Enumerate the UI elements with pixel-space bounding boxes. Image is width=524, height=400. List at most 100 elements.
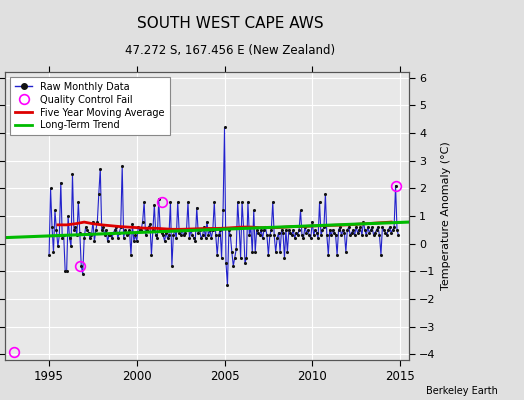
Point [260,227,268,233]
Point [308,218,316,225]
Point [352,224,361,230]
Point [302,230,311,236]
Point [277,227,286,233]
Point [128,221,137,228]
Point [199,232,207,238]
Point [106,232,115,238]
Point [190,235,198,241]
Point [101,232,109,238]
Point [158,230,166,236]
Point [119,235,128,241]
Point [297,207,305,214]
Point [331,232,340,238]
Point [213,252,222,258]
Point [270,232,278,238]
Point [285,227,293,233]
Point [206,227,214,233]
Point [337,232,346,238]
Point [305,232,313,238]
Point [138,218,147,225]
Point [201,235,210,241]
Point [241,260,249,266]
Point [225,227,233,233]
Point [288,232,296,238]
Point [182,227,191,233]
Point [181,230,189,236]
Point [325,227,334,233]
Point [116,224,125,230]
Point [254,230,263,236]
Point [61,268,69,274]
Point [219,207,227,214]
Point [108,235,116,241]
Point [312,230,321,236]
Point [141,232,150,238]
Point [315,199,324,205]
Point [244,199,252,205]
Point [249,207,258,214]
Point [236,254,245,261]
Point [57,180,65,186]
Point [295,227,303,233]
Point [359,218,368,225]
Point [125,227,134,233]
Point [48,224,56,230]
Point [204,232,213,238]
Point [129,238,138,244]
Point [160,238,169,244]
Point [177,232,185,238]
Point [307,235,315,241]
Point [242,254,250,261]
Point [109,230,117,236]
Point [149,227,157,233]
Point [356,224,365,230]
Point [133,238,141,244]
Point [62,268,71,274]
Point [99,224,107,230]
Point [358,232,366,238]
Point [191,238,200,244]
Point [386,224,394,230]
Point [162,230,170,236]
Text: Berkeley Earth: Berkeley Earth [426,386,498,396]
Point [368,224,376,230]
Point [88,232,96,238]
Point [371,230,379,236]
Point [251,249,259,255]
Point [60,232,68,238]
Point [147,252,156,258]
Point [102,227,111,233]
Point [380,227,388,233]
Point [286,230,294,236]
Point [340,230,348,236]
Point [136,227,144,233]
Point [220,124,228,130]
Point [150,202,159,208]
Point [261,224,270,230]
Point [223,282,232,288]
Point [222,260,230,266]
Point [226,232,235,238]
Point [75,230,84,236]
Point [293,232,302,238]
Point [207,235,215,241]
Point [247,224,255,230]
Point [123,232,131,238]
Point [200,224,208,230]
Point [258,235,267,241]
Point [194,230,202,236]
Point [172,235,180,241]
Point [280,254,289,261]
Point [121,227,129,233]
Point [248,249,256,255]
Y-axis label: Temperature Anomaly (°C): Temperature Anomaly (°C) [441,142,451,290]
Point [146,221,154,228]
Point [168,263,176,269]
Point [271,249,280,255]
Point [394,232,402,238]
Point [212,232,220,238]
Point [303,227,312,233]
Point [159,232,167,238]
Point [127,252,135,258]
Point [390,224,398,230]
